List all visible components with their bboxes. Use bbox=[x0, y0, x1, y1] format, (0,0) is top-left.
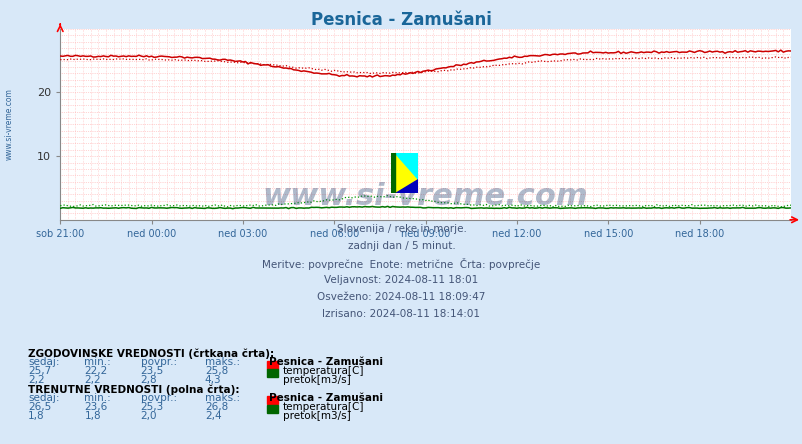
Text: TRENUTNE VREDNOSTI (polna črta):: TRENUTNE VREDNOSTI (polna črta): bbox=[28, 384, 239, 395]
Text: 22,2: 22,2 bbox=[84, 366, 107, 377]
Text: povpr.:: povpr.: bbox=[140, 357, 176, 368]
Text: maks.:: maks.: bbox=[205, 357, 240, 368]
Text: 1,8: 1,8 bbox=[84, 411, 101, 421]
Text: 26,5: 26,5 bbox=[28, 402, 51, 412]
Text: 2,8: 2,8 bbox=[140, 375, 157, 385]
Text: pretok[m3/s]: pretok[m3/s] bbox=[282, 411, 350, 421]
Text: 2,0: 2,0 bbox=[140, 411, 157, 421]
Text: 2,2: 2,2 bbox=[84, 375, 101, 385]
Text: 25,8: 25,8 bbox=[205, 366, 228, 377]
Text: Meritve: povprečne  Enote: metrične  Črta: povprečje: Meritve: povprečne Enote: metrične Črta:… bbox=[262, 258, 540, 270]
Text: min.:: min.: bbox=[84, 393, 111, 403]
Text: Slovenija / reke in morje.: Slovenija / reke in morje. bbox=[336, 224, 466, 234]
Text: 26,8: 26,8 bbox=[205, 402, 228, 412]
Text: maks.:: maks.: bbox=[205, 393, 240, 403]
Text: 23,5: 23,5 bbox=[140, 366, 164, 377]
Text: Osveženo: 2024-08-11 18:09:47: Osveženo: 2024-08-11 18:09:47 bbox=[317, 292, 485, 302]
Text: www.si-vreme.com: www.si-vreme.com bbox=[262, 182, 588, 211]
Text: 23,6: 23,6 bbox=[84, 402, 107, 412]
Text: zadnji dan / 5 minut.: zadnji dan / 5 minut. bbox=[347, 241, 455, 251]
Polygon shape bbox=[395, 179, 417, 193]
Text: 4,3: 4,3 bbox=[205, 375, 221, 385]
Text: 25,7: 25,7 bbox=[28, 366, 51, 377]
Text: pretok[m3/s]: pretok[m3/s] bbox=[282, 375, 350, 385]
Text: Pesnica - Zamušani: Pesnica - Zamušani bbox=[269, 393, 383, 403]
Polygon shape bbox=[395, 153, 417, 179]
Text: 1,8: 1,8 bbox=[28, 411, 45, 421]
Text: min.:: min.: bbox=[84, 357, 111, 368]
Text: sedaj:: sedaj: bbox=[28, 393, 59, 403]
Text: sedaj:: sedaj: bbox=[28, 357, 59, 368]
Text: www.si-vreme.com: www.si-vreme.com bbox=[5, 88, 14, 160]
Text: temperatura[C]: temperatura[C] bbox=[282, 402, 363, 412]
Text: ZGODOVINSKE VREDNOSTI (črtkana črta):: ZGODOVINSKE VREDNOSTI (črtkana črta): bbox=[28, 349, 274, 359]
Text: Pesnica - Zamušani: Pesnica - Zamušani bbox=[269, 357, 383, 368]
Text: 2,2: 2,2 bbox=[28, 375, 45, 385]
Text: Pesnica - Zamušani: Pesnica - Zamušani bbox=[310, 11, 492, 29]
Text: Izrisano: 2024-08-11 18:14:01: Izrisano: 2024-08-11 18:14:01 bbox=[322, 309, 480, 319]
Text: povpr.:: povpr.: bbox=[140, 393, 176, 403]
Text: temperatura[C]: temperatura[C] bbox=[282, 366, 363, 377]
Text: 2,4: 2,4 bbox=[205, 411, 221, 421]
Text: 25,3: 25,3 bbox=[140, 402, 164, 412]
Bar bbox=[391, 153, 395, 193]
Text: Veljavnost: 2024-08-11 18:01: Veljavnost: 2024-08-11 18:01 bbox=[324, 275, 478, 285]
